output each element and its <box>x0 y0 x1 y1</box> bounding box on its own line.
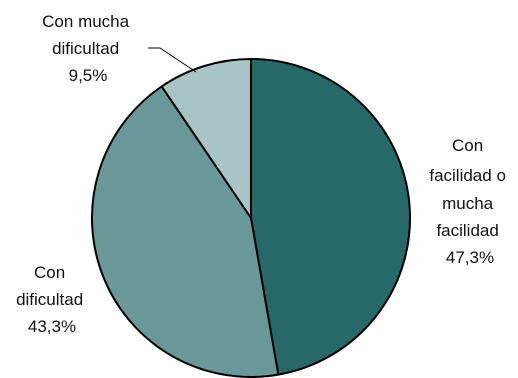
label-con-facilidad-line-2: facilidad o <box>429 166 506 185</box>
label-con-mucha-dificultad: Con mucha dificultad 9,5% <box>42 12 134 85</box>
pie-slices <box>90 58 412 378</box>
label-con-facilidad-line-4: facilidad <box>436 221 498 240</box>
label-con-facilidad-line-3: mucha <box>442 194 494 213</box>
leader-line-con-mucha-dificultad <box>148 47 197 73</box>
label-con-mucha-dificultad-value: 9,5% <box>69 66 108 85</box>
slice-con-mucha-dificultad <box>160 58 252 219</box>
label-con-facilidad: Con facilidad o mucha facilidad 47,3% <box>429 136 510 267</box>
slice-con-dificultad <box>90 85 280 378</box>
label-con-dificultad-line-2: dificultad <box>16 290 83 309</box>
label-con-dificultad-value: 43,3% <box>28 317 76 336</box>
label-con-mucha-dificultad-line-2: dificultad <box>52 39 119 58</box>
label-con-dificultad: Con dificultad 43,3% <box>16 263 88 336</box>
label-con-facilidad-line-1: Con <box>452 136 483 155</box>
label-con-facilidad-value: 47,3% <box>446 248 494 267</box>
slice-con-facilidad <box>250 58 412 376</box>
label-con-dificultad-line-1: Con <box>34 263 65 282</box>
label-con-mucha-dificultad-line-1: Con mucha <box>42 12 129 31</box>
